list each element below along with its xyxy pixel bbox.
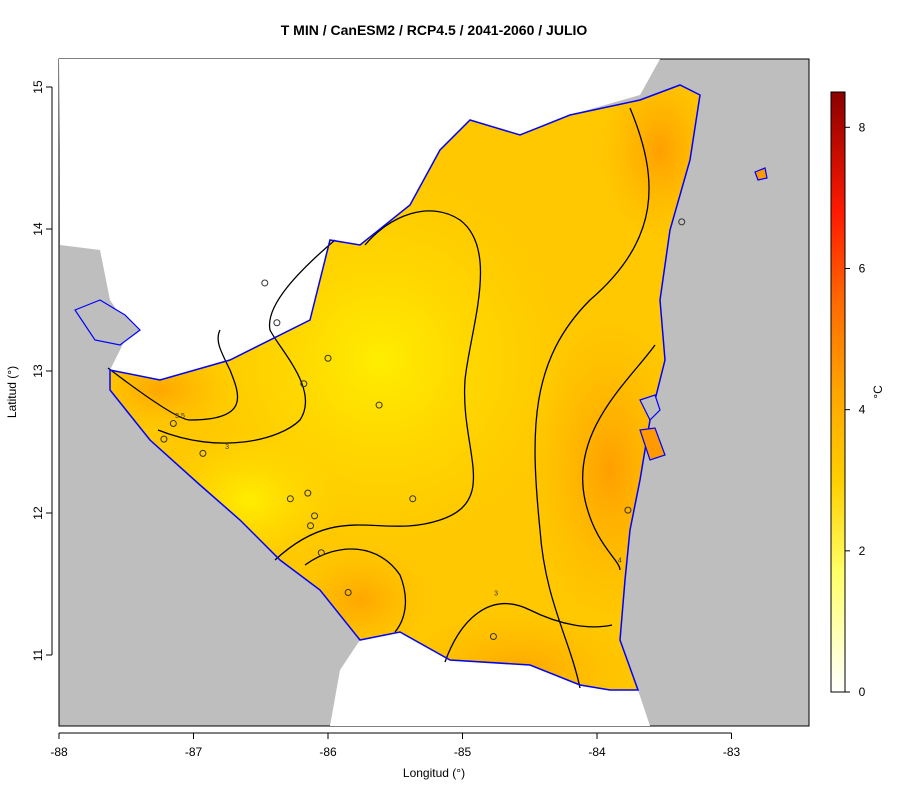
x-tick-label: -86 bbox=[319, 745, 337, 759]
y-tick-label: 14 bbox=[31, 222, 45, 236]
contour-label: 4 bbox=[618, 558, 622, 565]
station-marker bbox=[160, 435, 168, 443]
colorbar-tick-label: 0 bbox=[859, 685, 866, 699]
station-marker bbox=[311, 512, 319, 520]
station-marker bbox=[261, 279, 269, 287]
stations-layer bbox=[160, 218, 686, 641]
y-axis-label: Latitud (°) bbox=[5, 365, 19, 419]
station-marker bbox=[304, 489, 312, 497]
honduras-region bbox=[59, 59, 660, 380]
colorbar-label: °C bbox=[871, 385, 885, 399]
station-marker bbox=[324, 354, 332, 362]
station-marker bbox=[344, 589, 352, 597]
x-tick-label: -87 bbox=[185, 745, 203, 759]
x-tick-label: -83 bbox=[723, 745, 741, 759]
station-marker bbox=[624, 506, 632, 514]
station-marker bbox=[678, 218, 686, 226]
x-axis-label: Longitud (°) bbox=[402, 766, 466, 780]
lake-ne-2 bbox=[639, 427, 666, 461]
colorbar-ticks: 0 2 4 6 8 bbox=[845, 120, 866, 699]
colorbar-tick-label: 6 bbox=[859, 261, 866, 275]
contour-label: 3 bbox=[494, 590, 498, 597]
y-axis: 11 12 13 14 15 bbox=[31, 80, 53, 661]
station-marker bbox=[169, 420, 177, 428]
colorbar bbox=[830, 91, 846, 693]
station-marker bbox=[286, 495, 294, 503]
station-marker bbox=[300, 380, 308, 388]
station-marker bbox=[199, 449, 207, 457]
y-tick-label: 15 bbox=[31, 80, 45, 94]
costa-rica-region bbox=[330, 632, 650, 726]
contour-lines bbox=[107, 107, 656, 689]
station-marker bbox=[489, 633, 497, 641]
station-marker bbox=[273, 319, 281, 327]
station-marker bbox=[317, 549, 325, 557]
x-tick-label: -85 bbox=[454, 745, 472, 759]
colorbar-tick-label: 4 bbox=[859, 403, 866, 417]
station-marker bbox=[409, 495, 417, 503]
y-tick-label: 12 bbox=[31, 506, 45, 520]
contour-label: 3 bbox=[225, 444, 229, 451]
x-axis: -88 -87 -86 -85 -84 -83 bbox=[50, 732, 741, 759]
x-tick-label: -84 bbox=[588, 745, 606, 759]
x-tick-label: -88 bbox=[50, 745, 68, 759]
chart-title: T MIN / CanESM2 / RCP4.5 / 2041-2060 / J… bbox=[280, 22, 588, 38]
lake-ne-1 bbox=[639, 394, 661, 422]
offshore-island bbox=[754, 167, 768, 181]
colorbar-tick-label: 8 bbox=[859, 120, 866, 134]
gulf-fonseca bbox=[74, 299, 141, 346]
station-marker bbox=[375, 401, 383, 409]
y-tick-label: 11 bbox=[31, 648, 45, 661]
contour-label: 3.5 bbox=[175, 413, 185, 420]
colorbar-tick-label: 2 bbox=[859, 544, 866, 558]
y-tick-label: 13 bbox=[31, 364, 45, 378]
station-marker bbox=[307, 522, 315, 530]
